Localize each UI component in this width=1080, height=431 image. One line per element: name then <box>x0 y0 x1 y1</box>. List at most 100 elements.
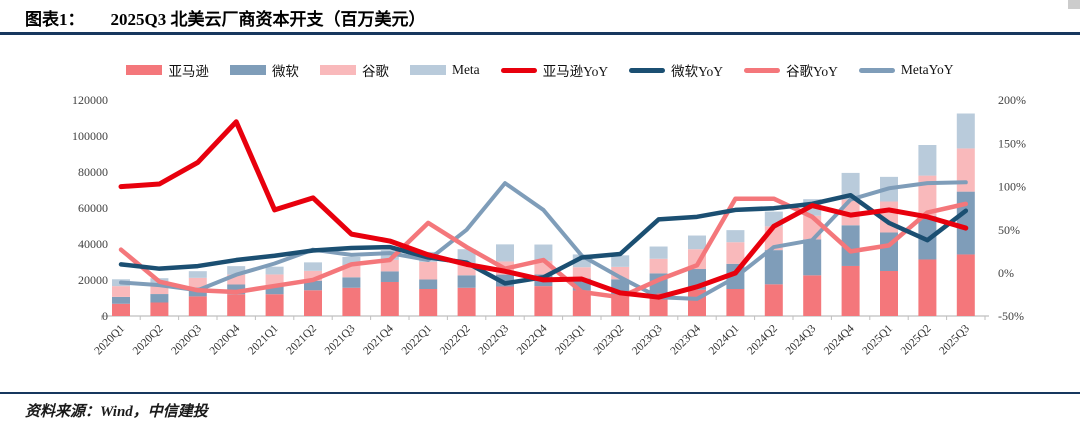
legend-label: 微软YoY <box>671 64 723 79</box>
bar-segment-谷歌 <box>380 259 399 272</box>
bar-segment-亚马逊 <box>572 290 591 316</box>
legend-item-8: MetaYoY <box>858 62 954 78</box>
bar-segment-亚马逊 <box>803 275 822 316</box>
bar-segment-微软 <box>380 271 399 282</box>
x-axis-label: 2021Q1 <box>246 322 281 357</box>
bar-segment-谷歌 <box>956 148 975 192</box>
legend-label: MetaYoY <box>900 62 954 77</box>
legend-line-swatch <box>629 67 666 73</box>
bar-segment-Meta <box>227 266 246 275</box>
bar-segment-亚马逊 <box>380 281 399 316</box>
x-axis-label: 2020Q2 <box>131 322 166 357</box>
bar-segment-亚马逊 <box>918 259 937 316</box>
bar-segment-微软 <box>342 277 361 288</box>
line-谷歌YoY <box>118 196 969 300</box>
legend-item-4: Meta <box>409 62 480 78</box>
x-axis-label: 2022Q1 <box>400 322 435 357</box>
line-微软YoY <box>118 192 969 286</box>
bar-segment-微软 <box>457 275 476 288</box>
source-note: 资料来源：Wind，中信建投 <box>25 404 208 420</box>
bar-segment-亚马逊 <box>841 265 860 316</box>
y-axis-label-right: 200% <box>998 93 1026 107</box>
bar-segment-微软 <box>419 279 438 289</box>
bar-segment-Meta <box>265 266 284 275</box>
x-axis-label: 2023Q3 <box>630 322 665 357</box>
chart-title: 2025Q3 北美云厂商资本开支（百万美元） <box>110 10 426 29</box>
bar-segment-Meta <box>726 230 745 243</box>
bar-segment-亚马逊 <box>534 286 553 316</box>
bar-segment-微软 <box>841 225 860 266</box>
bar-segment-Meta <box>304 262 322 271</box>
chart-legend: 亚马逊 微软 谷歌 Meta 亚马逊YoY 微软YoY 谷歌YoY MetaYoY <box>0 61 1080 79</box>
x-axis-label: 2023Q4 <box>668 322 703 357</box>
x-axis-label: 2025Q1 <box>860 322 895 357</box>
legend-item-3: 谷歌 <box>319 60 389 80</box>
line-亚马逊YoY <box>118 119 969 300</box>
x-axis-label: 2024Q1 <box>707 322 742 357</box>
y-axis-label-left: 40000 <box>78 237 108 251</box>
bar-segment-Meta <box>956 113 975 149</box>
bar-segment-亚马逊 <box>112 303 130 316</box>
bar-segment-微软 <box>764 250 783 285</box>
x-axis-label: 2022Q2 <box>438 322 473 357</box>
bar-segment-微软 <box>112 296 130 304</box>
bar-segment-亚马逊 <box>304 290 322 316</box>
legend-label: 微软 <box>271 64 299 79</box>
legend-item-2: 微软 <box>229 60 299 80</box>
x-axis-label: 2024Q4 <box>822 322 857 357</box>
legend-line-swatch <box>858 67 895 73</box>
bar-segment-微软 <box>227 284 246 295</box>
y-axis-label-left: 20000 <box>78 273 108 287</box>
bar-segment-亚马逊 <box>956 254 975 316</box>
bar-segment-亚马逊 <box>265 294 284 316</box>
bar-segment-亚马逊 <box>611 295 630 316</box>
bar-segment-谷歌 <box>112 286 130 297</box>
bar-segment-亚马逊 <box>150 302 169 316</box>
y-axis-label-left: 60000 <box>78 201 108 215</box>
y-axis-label-left: 100000 <box>72 129 108 143</box>
y-axis-label-right: 50% <box>998 223 1020 237</box>
bar-segment-Meta <box>649 246 668 259</box>
x-axis-label: 2021Q3 <box>323 322 358 357</box>
bar-segment-亚马逊 <box>726 289 745 316</box>
bar-segment-微软 <box>803 239 822 276</box>
bar-segment-谷歌 <box>726 242 745 264</box>
bar-segment-Meta <box>611 255 630 267</box>
x-axis-label: 2022Q4 <box>515 322 550 357</box>
y-axis-label-right: 0% <box>998 266 1014 280</box>
bar-segment-微软 <box>304 280 322 291</box>
bar-segment-Meta <box>342 256 361 266</box>
bar-segment-亚马逊 <box>188 296 207 316</box>
legend-bar-swatch <box>229 65 266 75</box>
bar-segment-Meta <box>688 235 706 250</box>
bar-segment-微软 <box>956 191 975 255</box>
bar-segment-微软 <box>265 285 284 295</box>
bar-segment-亚马逊 <box>419 289 438 316</box>
x-axis-label: 2025Q3 <box>937 322 972 357</box>
y-axis-label-left: 0 <box>102 309 108 323</box>
legend-label: 亚马逊 <box>168 64 209 79</box>
bar-segment-Meta <box>496 244 514 262</box>
y-axis-label-right: 100% <box>998 180 1026 194</box>
x-axis-label: 2023Q1 <box>553 322 588 357</box>
x-axis-label: 2025Q2 <box>899 322 934 357</box>
legend-item-5: 亚马逊YoY <box>500 60 608 80</box>
legend-bar-swatch <box>409 65 446 75</box>
window-corner-artifact <box>1068 0 1080 9</box>
figure-header: 图表1： 2025Q3 北美云厂商资本开支（百万美元） <box>25 5 1065 30</box>
bar-segment-谷歌 <box>649 258 668 274</box>
legend-label: 谷歌 <box>361 64 389 79</box>
bar-segment-亚马逊 <box>880 271 898 316</box>
bar-segment-Meta <box>457 249 476 264</box>
bar-segment-微软 <box>150 294 169 303</box>
bar-segment-Meta <box>534 244 553 261</box>
bar-segment-谷歌 <box>265 274 284 286</box>
bar-segment-亚马逊 <box>496 286 514 316</box>
legend-label: 谷歌YoY <box>786 64 838 79</box>
y-axis-label-right: 150% <box>998 136 1026 150</box>
bar-segment-亚马逊 <box>227 294 246 316</box>
bar-segment-微软 <box>496 274 514 287</box>
x-axis-label: 2022Q3 <box>476 322 511 357</box>
bar-segment-谷歌 <box>304 270 322 281</box>
